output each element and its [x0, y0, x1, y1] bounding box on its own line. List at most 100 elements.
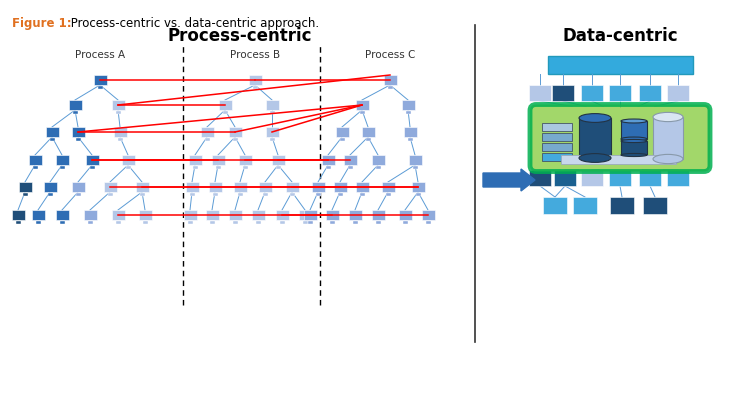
Ellipse shape [621, 137, 647, 141]
FancyBboxPatch shape [229, 127, 242, 137]
FancyBboxPatch shape [262, 193, 268, 196]
FancyBboxPatch shape [47, 193, 53, 196]
FancyBboxPatch shape [371, 210, 385, 220]
FancyBboxPatch shape [573, 197, 597, 213]
FancyBboxPatch shape [308, 221, 313, 224]
FancyBboxPatch shape [83, 210, 97, 220]
FancyBboxPatch shape [253, 86, 257, 89]
Ellipse shape [579, 113, 611, 122]
FancyBboxPatch shape [232, 138, 238, 141]
FancyBboxPatch shape [416, 193, 421, 196]
FancyBboxPatch shape [413, 166, 418, 169]
FancyBboxPatch shape [422, 210, 434, 220]
Ellipse shape [621, 139, 647, 142]
FancyBboxPatch shape [205, 138, 209, 141]
FancyBboxPatch shape [86, 155, 98, 165]
FancyBboxPatch shape [322, 155, 334, 165]
FancyBboxPatch shape [621, 121, 647, 139]
FancyArrow shape [483, 169, 535, 191]
Text: Data-centric: Data-centric [562, 27, 678, 45]
FancyBboxPatch shape [579, 118, 611, 158]
FancyBboxPatch shape [88, 221, 92, 224]
FancyBboxPatch shape [290, 193, 295, 196]
FancyBboxPatch shape [311, 182, 325, 192]
FancyBboxPatch shape [398, 210, 412, 220]
Text: Process B: Process B [230, 50, 280, 60]
FancyBboxPatch shape [275, 210, 289, 220]
FancyBboxPatch shape [32, 166, 38, 169]
Ellipse shape [621, 119, 647, 123]
FancyBboxPatch shape [621, 141, 647, 155]
FancyBboxPatch shape [530, 105, 710, 171]
FancyBboxPatch shape [113, 127, 127, 137]
FancyBboxPatch shape [302, 221, 307, 224]
FancyBboxPatch shape [185, 182, 199, 192]
Text: Process A: Process A [75, 50, 125, 60]
FancyBboxPatch shape [409, 155, 422, 165]
FancyBboxPatch shape [340, 138, 344, 141]
FancyBboxPatch shape [371, 155, 385, 165]
FancyBboxPatch shape [347, 166, 352, 169]
FancyBboxPatch shape [89, 166, 94, 169]
FancyBboxPatch shape [639, 170, 661, 186]
FancyBboxPatch shape [238, 155, 251, 165]
FancyBboxPatch shape [304, 210, 316, 220]
FancyBboxPatch shape [344, 155, 356, 165]
Ellipse shape [579, 154, 611, 163]
Ellipse shape [653, 155, 683, 164]
FancyBboxPatch shape [543, 197, 567, 213]
FancyBboxPatch shape [59, 221, 64, 224]
FancyBboxPatch shape [386, 193, 391, 196]
FancyBboxPatch shape [212, 193, 217, 196]
FancyBboxPatch shape [529, 85, 551, 101]
FancyBboxPatch shape [28, 155, 41, 165]
FancyBboxPatch shape [269, 138, 274, 141]
FancyBboxPatch shape [259, 182, 272, 192]
FancyBboxPatch shape [71, 182, 85, 192]
FancyBboxPatch shape [329, 221, 334, 224]
FancyBboxPatch shape [667, 170, 689, 186]
FancyBboxPatch shape [19, 182, 32, 192]
FancyBboxPatch shape [326, 210, 338, 220]
FancyBboxPatch shape [266, 100, 278, 110]
FancyBboxPatch shape [406, 111, 410, 114]
FancyBboxPatch shape [200, 127, 214, 137]
FancyBboxPatch shape [356, 182, 368, 192]
FancyBboxPatch shape [209, 182, 221, 192]
FancyBboxPatch shape [412, 182, 424, 192]
FancyBboxPatch shape [140, 193, 145, 196]
FancyBboxPatch shape [184, 210, 196, 220]
FancyBboxPatch shape [280, 221, 284, 224]
FancyBboxPatch shape [609, 85, 631, 101]
FancyBboxPatch shape [242, 166, 248, 169]
FancyBboxPatch shape [425, 221, 430, 224]
FancyBboxPatch shape [356, 100, 368, 110]
FancyBboxPatch shape [35, 221, 40, 224]
FancyBboxPatch shape [50, 138, 55, 141]
FancyBboxPatch shape [349, 210, 361, 220]
FancyBboxPatch shape [73, 111, 77, 114]
FancyBboxPatch shape [248, 75, 262, 85]
FancyBboxPatch shape [639, 85, 661, 101]
FancyBboxPatch shape [206, 210, 218, 220]
FancyBboxPatch shape [560, 155, 676, 163]
FancyBboxPatch shape [223, 111, 227, 114]
FancyBboxPatch shape [118, 138, 122, 141]
FancyBboxPatch shape [401, 100, 415, 110]
FancyBboxPatch shape [218, 100, 232, 110]
FancyBboxPatch shape [211, 155, 224, 165]
FancyBboxPatch shape [286, 182, 298, 192]
Ellipse shape [653, 113, 683, 122]
FancyBboxPatch shape [643, 197, 667, 213]
FancyBboxPatch shape [610, 197, 634, 213]
FancyBboxPatch shape [59, 166, 64, 169]
FancyBboxPatch shape [352, 221, 358, 224]
FancyBboxPatch shape [68, 100, 82, 110]
FancyBboxPatch shape [326, 166, 331, 169]
FancyBboxPatch shape [238, 193, 242, 196]
FancyBboxPatch shape [142, 221, 148, 224]
Text: Process C: Process C [364, 50, 416, 60]
FancyBboxPatch shape [104, 182, 116, 192]
FancyBboxPatch shape [542, 123, 572, 131]
FancyBboxPatch shape [232, 221, 238, 224]
